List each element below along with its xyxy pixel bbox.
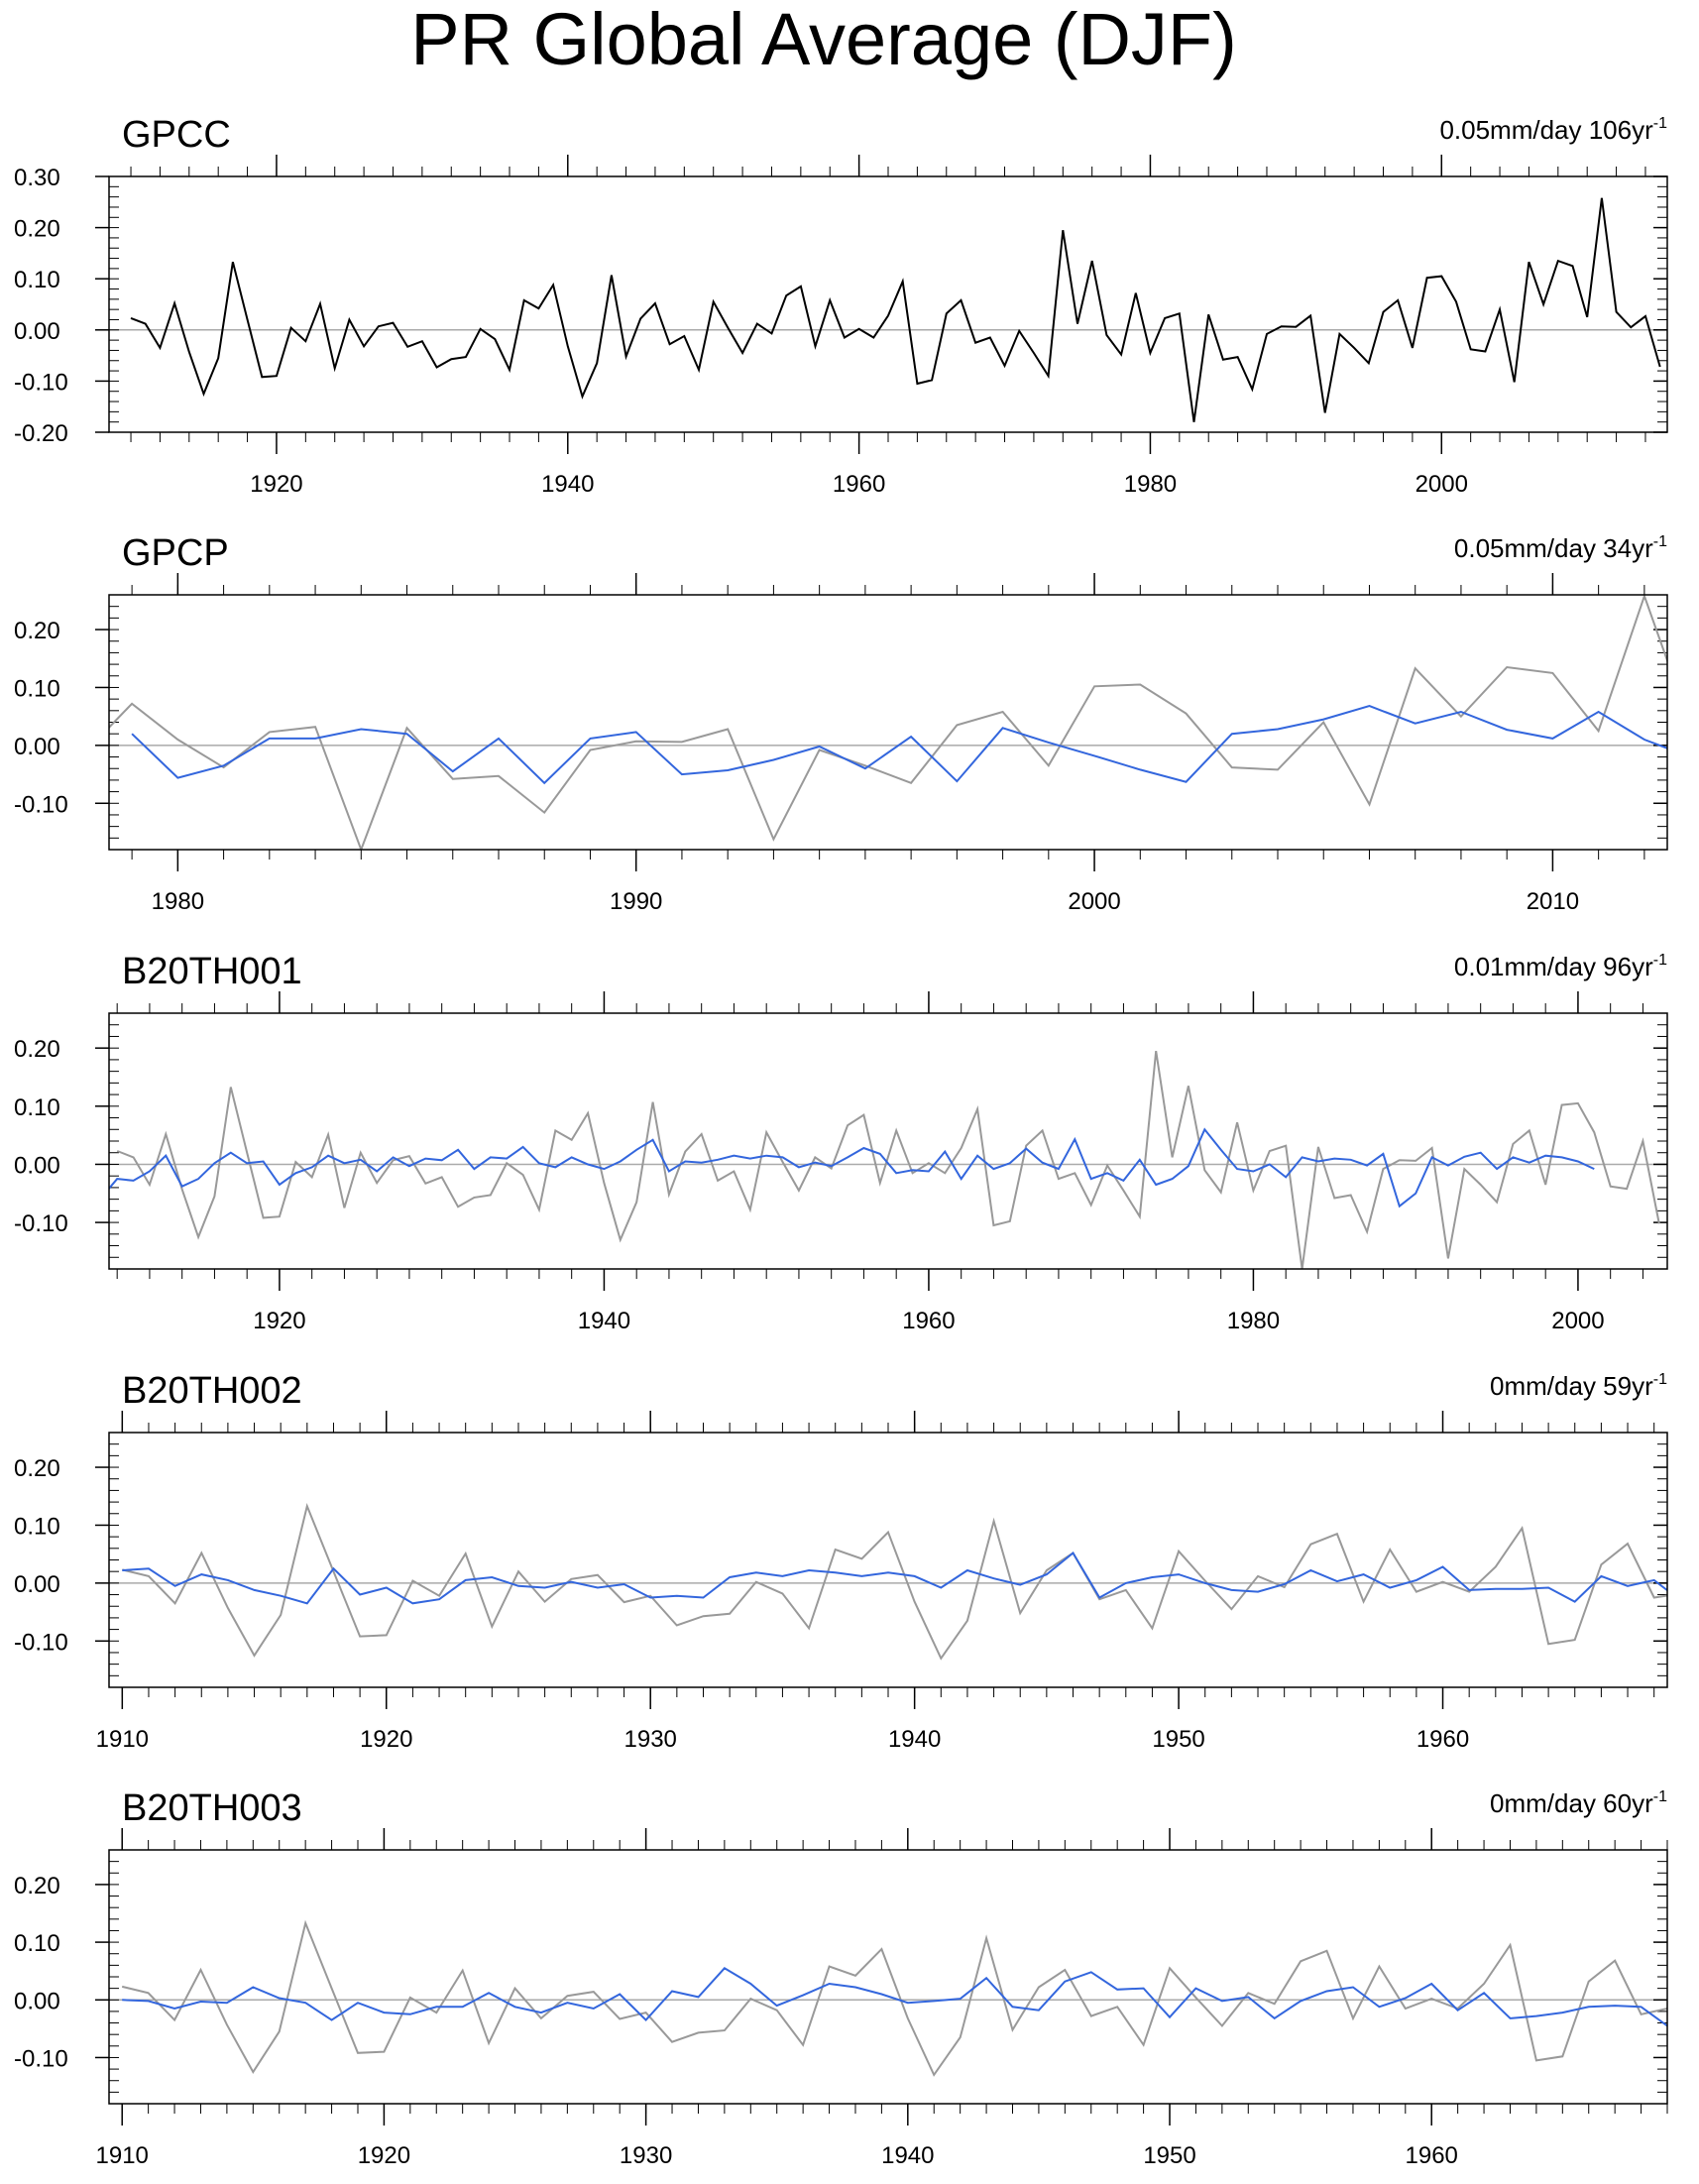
- y-tick-label: 0.10: [14, 675, 60, 702]
- x-tick-label: 2000: [1551, 1308, 1604, 1334]
- x-tick-label: 1980: [1227, 1308, 1280, 1334]
- x-tick-label: 1980: [1124, 471, 1177, 498]
- x-tick-label: 1950: [1143, 2142, 1195, 2169]
- chart-panel-3: B20TH001 0.01mm/day 96yr-1 -0.10 0.00 0.10 0.…: [14, 951, 1668, 1334]
- panel-title: B20TH003: [122, 1787, 302, 1829]
- y-tick-label: 0.20: [14, 1455, 60, 1482]
- y-tick-label: 0.10: [14, 1513, 60, 1540]
- x-tick-label: 1960: [902, 1308, 955, 1334]
- plot-frame: [108, 175, 1668, 433]
- x-tick-label: 1920: [250, 471, 302, 498]
- panel-title: GPCC: [122, 114, 231, 156]
- y-tick-label: 0.00: [14, 1571, 60, 1598]
- plot-frame: [108, 594, 1668, 851]
- x-tick-label: 1920: [360, 1726, 412, 1753]
- x-tick-label: 1940: [541, 471, 594, 498]
- panel-title: B20TH002: [122, 1370, 302, 1412]
- x-tick-label: 1940: [888, 1726, 941, 1753]
- series-line-gpcc: [130, 197, 1661, 422]
- panel-trend-info: 0mm/day 60yr-1: [1490, 1788, 1667, 1818]
- x-tick-label: 1990: [610, 888, 662, 915]
- x-tick-label: 1930: [624, 1726, 677, 1753]
- y-tick-label: 0.00: [14, 734, 60, 760]
- y-tick-label: 0.00: [14, 318, 60, 345]
- chart-panel-5: B20TH003 0mm/day 60yr-1 -0.10 0.00 0.10 0.20 1…: [14, 1787, 1668, 2169]
- y-tick-label: 0.00: [14, 1152, 60, 1179]
- plot-frame: [108, 1432, 1668, 1688]
- panel-trend-info: 0mm/day 59yr-1: [1490, 1371, 1667, 1401]
- x-tick-label: 1980: [152, 888, 204, 915]
- series-line-gpcc: [122, 1502, 1667, 1661]
- x-tick-label: 1910: [96, 2142, 149, 2169]
- y-tick-label: -0.10: [14, 2045, 68, 2072]
- x-tick-label: 1940: [578, 1308, 630, 1334]
- series-line-gpcc: [121, 1919, 1667, 2077]
- x-tick-label: 1910: [96, 1726, 149, 1753]
- y-tick-label: 0.20: [14, 1036, 60, 1063]
- series-line-gpcp: [131, 705, 1667, 785]
- x-tick-label: 1930: [620, 2142, 672, 2169]
- y-tick-label: 0.30: [14, 165, 60, 191]
- x-tick-label: 2000: [1416, 471, 1468, 498]
- y-tick-label: 0.10: [14, 1930, 60, 1957]
- series-line-b20th001: [109, 1127, 1595, 1208]
- x-tick-label: 2000: [1068, 888, 1120, 915]
- chart-panel-2: GPCP 0.05mm/day 34yr-1 -0.10 0.00 0.10 0.20 19…: [14, 532, 1668, 915]
- y-tick-label: 0.20: [14, 216, 60, 243]
- y-tick-label: 0.10: [14, 1094, 60, 1121]
- x-tick-label: 1960: [1416, 1726, 1469, 1753]
- y-tick-label: -0.10: [14, 1629, 68, 1656]
- panel-trend-info: 0.05mm/day 34yr-1: [1454, 533, 1667, 563]
- panel-trend-info: 0.05mm/day 106yr-1: [1439, 115, 1667, 145]
- y-tick-label: -0.10: [14, 369, 68, 396]
- y-tick-label: -0.20: [14, 420, 68, 447]
- y-tick-label: 0.20: [14, 1873, 60, 1899]
- series-line-gpcc: [116, 1050, 1660, 1269]
- plot-frame: [108, 1012, 1668, 1270]
- panel-title: B20TH001: [122, 951, 302, 992]
- y-tick-label: -0.10: [14, 791, 68, 818]
- chart-panel-1: GPCC 0.05mm/day 106yr-1 -0.20 -0.10 0.00 0.10…: [14, 114, 1668, 498]
- y-tick-label: -0.10: [14, 1210, 68, 1237]
- x-tick-label: 1960: [1406, 2142, 1458, 2169]
- page-title: PR Global Average (DJF): [410, 0, 1237, 80]
- y-tick-label: 0.10: [14, 267, 60, 293]
- plot-frame: [108, 1849, 1668, 2105]
- series-line-gpcc: [109, 595, 1667, 850]
- panel-title: GPCP: [122, 532, 229, 574]
- x-tick-label: 2010: [1527, 888, 1579, 915]
- x-tick-label: 1920: [358, 2142, 410, 2169]
- x-tick-label: 1950: [1152, 1726, 1204, 1753]
- series-line-b20th002: [122, 1551, 1667, 1605]
- y-tick-label: 0.20: [14, 618, 60, 644]
- chart-panel-4: B20TH002 0mm/day 59yr-1 -0.10 0.00 0.10 0.20 1…: [14, 1370, 1668, 1753]
- y-tick-label: 0.00: [14, 1988, 60, 2014]
- series-line-b20th003: [122, 1967, 1667, 2027]
- x-tick-label: 1960: [833, 471, 885, 498]
- panel-trend-info: 0.01mm/day 96yr-1: [1454, 952, 1667, 981]
- x-tick-label: 1940: [881, 2142, 934, 2169]
- x-tick-label: 1920: [253, 1308, 305, 1334]
